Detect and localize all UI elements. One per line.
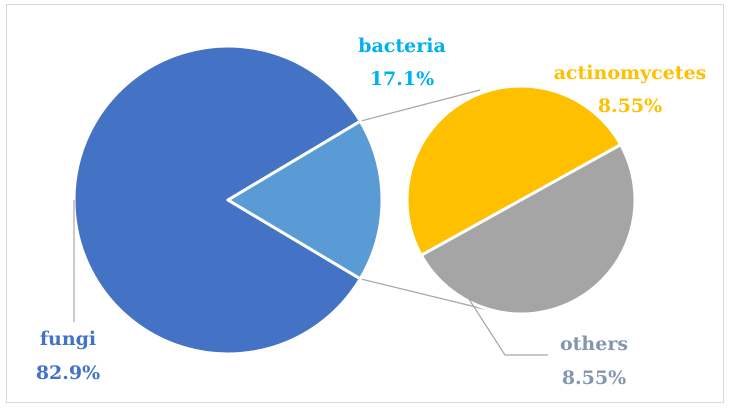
others-label: others (560, 333, 628, 355)
bacteria-label: bacteria (358, 35, 446, 57)
actinomycetes-label: actinomycetes (554, 62, 707, 84)
others-leader-line (464, 292, 548, 356)
actinomycetes-slice (405, 84, 623, 257)
bacteria-value: 17.1% (370, 68, 434, 90)
others-slice (419, 143, 637, 316)
others-value: 8.55% (562, 367, 626, 389)
leader-lines (73, 200, 548, 356)
secondary-pie (405, 84, 637, 316)
connector-lines (360, 89, 485, 310)
actinomycetes-value: 8.55% (598, 95, 662, 117)
fungi-label: fungi (40, 328, 96, 350)
connector-line-bottom (360, 278, 485, 310)
fungi-value: 82.9% (36, 362, 100, 384)
bacteria-slice (226, 119, 384, 281)
connector-line-top (360, 89, 481, 122)
main-pie (72, 44, 384, 356)
